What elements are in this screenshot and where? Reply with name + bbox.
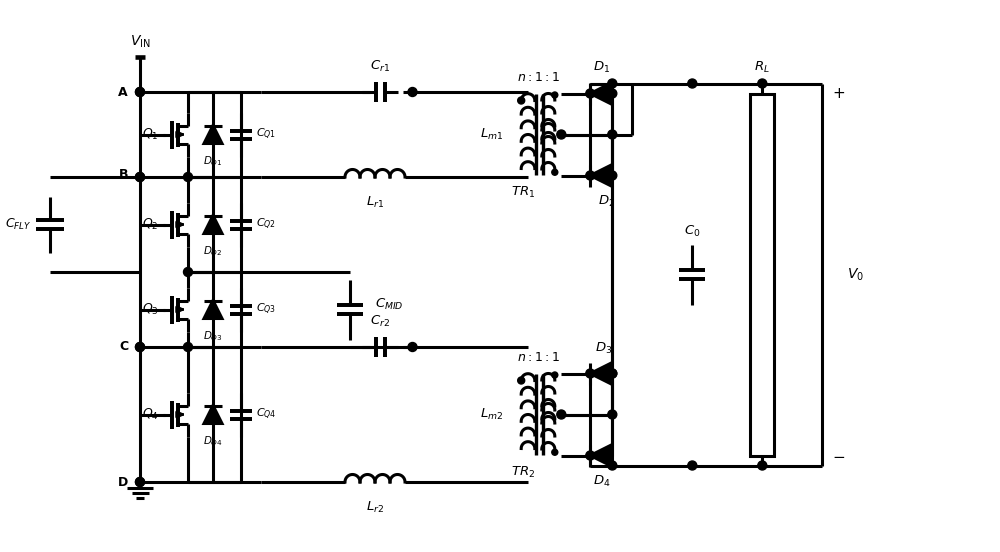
Circle shape [557,410,566,419]
Circle shape [608,79,617,88]
Text: $C_{Q1}$: $C_{Q1}$ [256,127,276,142]
Text: $R_L$: $R_L$ [754,60,770,76]
Text: $V_{\rm IN}$: $V_{\rm IN}$ [130,34,150,50]
Circle shape [552,372,558,378]
Circle shape [586,171,595,180]
Text: $D_{Q3}$: $D_{Q3}$ [203,330,223,344]
Circle shape [586,89,595,98]
Text: $L_{m2}$: $L_{m2}$ [480,407,503,422]
Text: $C_{MID}$: $C_{MID}$ [375,297,404,312]
Text: $D_3$: $D_3$ [595,341,612,355]
Circle shape [552,449,558,455]
Polygon shape [204,125,222,144]
Text: $D_{Q4}$: $D_{Q4}$ [203,434,223,449]
Polygon shape [590,164,612,187]
Polygon shape [204,406,222,423]
Polygon shape [204,300,222,319]
Circle shape [136,172,144,182]
Text: $C_{FLY}$: $C_{FLY}$ [5,217,32,232]
Text: $Q_2$: $Q_2$ [142,217,158,232]
Circle shape [136,88,144,97]
Text: A: A [118,86,128,98]
Text: $C_0$: $C_0$ [684,225,701,240]
Circle shape [518,377,525,384]
Text: B: B [119,167,128,181]
Circle shape [586,451,595,460]
Circle shape [552,169,558,175]
Circle shape [688,79,697,88]
Circle shape [758,461,767,470]
Circle shape [136,477,144,486]
Text: $L_{r1}$: $L_{r1}$ [366,195,384,210]
Text: $D_1$: $D_1$ [593,60,610,76]
Circle shape [758,79,767,88]
Circle shape [608,369,617,378]
Text: $L_{m1}$: $L_{m1}$ [480,127,503,142]
Circle shape [586,369,595,378]
Circle shape [608,89,617,98]
Circle shape [552,92,558,98]
Circle shape [136,342,144,352]
Circle shape [608,130,617,139]
Text: $D_{Q1}$: $D_{Q1}$ [203,155,223,169]
Circle shape [408,88,417,97]
Circle shape [608,171,617,180]
Text: $C_{r1}$: $C_{r1}$ [370,59,390,74]
Polygon shape [590,363,612,385]
Text: $D_2$: $D_2$ [598,194,615,209]
Circle shape [518,97,525,104]
Text: $Q_1$: $Q_1$ [142,127,158,142]
Polygon shape [590,82,612,104]
Text: $n:1:1$: $n:1:1$ [517,71,560,84]
Text: $C_{Q3}$: $C_{Q3}$ [256,302,276,317]
Circle shape [184,172,192,182]
Polygon shape [204,215,222,233]
Circle shape [608,369,617,378]
Text: $TR_2$: $TR_2$ [511,465,535,480]
Polygon shape [590,444,612,466]
Circle shape [557,130,566,139]
Text: $D_4$: $D_4$ [593,474,610,489]
Text: $Q_4$: $Q_4$ [142,407,158,422]
Text: $D_{Q2}$: $D_{Q2}$ [203,245,223,259]
Circle shape [184,268,192,277]
Text: $C_{Q2}$: $C_{Q2}$ [256,217,276,232]
Circle shape [408,342,417,352]
FancyBboxPatch shape [750,93,774,455]
Text: $-$: $-$ [832,448,845,463]
Circle shape [608,410,617,419]
Text: D: D [118,475,128,489]
Text: $TR_1$: $TR_1$ [511,185,535,200]
Circle shape [136,88,144,97]
Text: $n:1:1$: $n:1:1$ [517,351,560,364]
Text: $Q_3$: $Q_3$ [142,302,158,317]
Circle shape [136,477,144,486]
Text: $+$: $+$ [832,86,845,101]
Text: C: C [119,341,128,353]
Circle shape [184,342,192,352]
Text: $L_{r2}$: $L_{r2}$ [366,500,384,515]
Circle shape [608,461,617,470]
Circle shape [136,172,144,182]
Text: $V_0$: $V_0$ [847,266,864,283]
Text: $C_{Q4}$: $C_{Q4}$ [256,407,276,422]
Circle shape [136,342,144,352]
Text: $C_{r2}$: $C_{r2}$ [370,314,390,329]
Circle shape [688,461,697,470]
